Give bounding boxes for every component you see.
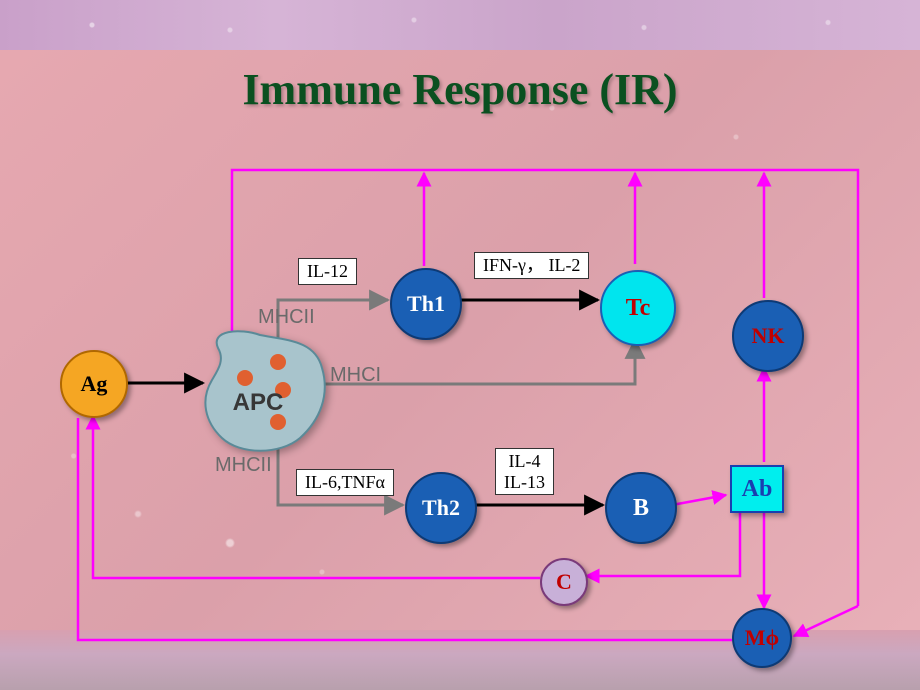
label-mhc2a: MHCII — [258, 306, 315, 329]
node-b: B — [605, 472, 677, 544]
node-th2: Th2 — [405, 472, 477, 544]
label-mhc2b: MHCII — [215, 454, 272, 477]
node-c: C — [540, 558, 588, 606]
node-mphi-label: Mϕ — [745, 625, 780, 651]
label-ifn: IFN-γ， IL-2 — [474, 252, 589, 279]
label-il12: IL-12 — [298, 258, 357, 285]
node-th1-label: Th1 — [407, 291, 445, 317]
node-th2-label: Th2 — [422, 495, 460, 521]
node-nk: NK — [732, 300, 804, 372]
label-il6: IL-6,TNFα — [296, 469, 394, 496]
node-ag: Ag — [60, 350, 128, 418]
node-ab: Ab — [730, 465, 784, 513]
node-ab-label: Ab — [742, 476, 773, 503]
node-mphi: Mϕ — [732, 608, 792, 668]
page-title: Immune Response (IR) — [0, 64, 920, 115]
node-c-label: C — [556, 569, 572, 595]
label-il4: IL-4 IL-13 — [495, 448, 554, 495]
node-th1: Th1 — [390, 268, 462, 340]
node-ag-label: Ag — [81, 371, 108, 397]
node-nk-label: NK — [752, 323, 785, 349]
label-mhc1: MHCI — [330, 364, 381, 387]
node-tc-label: Tc — [626, 295, 650, 322]
node-b-label: B — [633, 495, 649, 522]
node-tc: Tc — [600, 270, 676, 346]
apc-label: APC — [233, 389, 284, 416]
